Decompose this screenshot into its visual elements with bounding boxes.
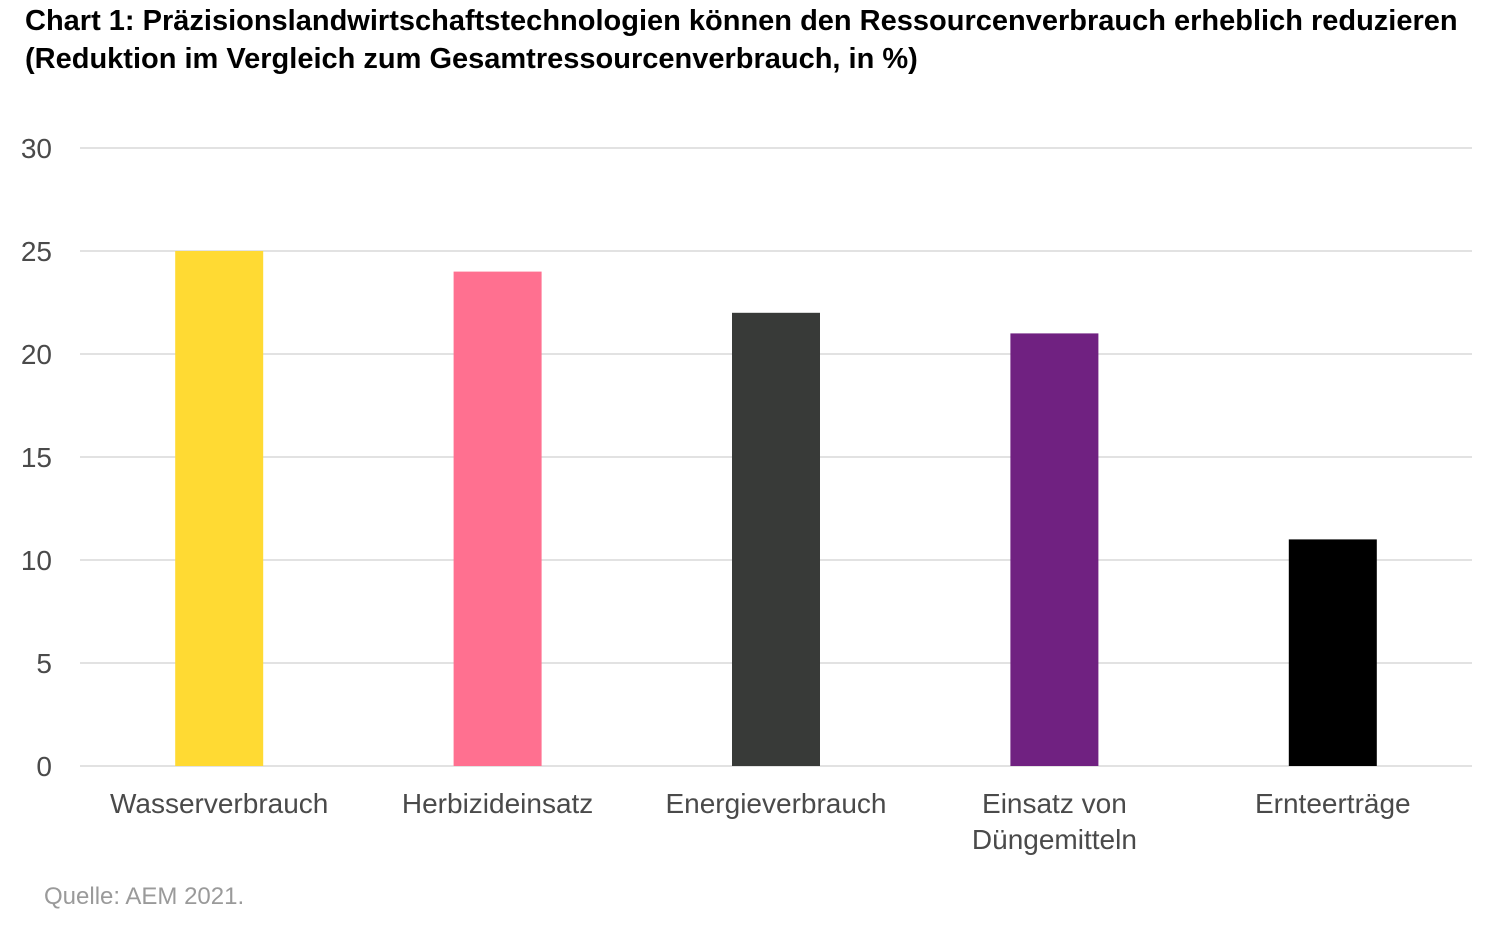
x-category-label: Energieverbrauch xyxy=(665,788,886,819)
bar-wasserverbrauch xyxy=(175,251,264,766)
y-tick-label: 15 xyxy=(21,442,52,473)
y-tick-label: 5 xyxy=(36,648,52,679)
y-tick-label: 10 xyxy=(21,545,52,576)
source-note: Quelle: AEM 2021. xyxy=(44,883,245,910)
x-category-label: Ernteerträge xyxy=(1255,788,1411,819)
chart-title: Chart 1: Präzisionslandwirtschaftstechno… xyxy=(25,5,1458,75)
bar-herbizideinsatz xyxy=(453,271,542,766)
bar-einsatz-von-düngemitteln xyxy=(1010,333,1099,766)
x-category-label: Herbizideinsatz xyxy=(402,788,593,819)
y-tick-label: 20 xyxy=(21,339,52,370)
y-tick-label: 25 xyxy=(21,236,52,267)
x-axis-labels: Wasserverbrauch Herbizideinsatz Energiever… xyxy=(110,788,1411,855)
x-category-label: Wasserverbrauch xyxy=(110,788,328,819)
y-tick-label: 0 xyxy=(36,751,52,782)
bars xyxy=(175,251,1377,766)
y-axis-ticks: 0 5 10 15 20 25 30 xyxy=(21,133,52,782)
bar-energieverbrauch xyxy=(732,312,820,766)
bar-ernteerträge xyxy=(1288,539,1377,766)
y-tick-label: 30 xyxy=(21,133,52,164)
x-category-label: Einsatz von Düngemitteln xyxy=(972,788,1137,855)
